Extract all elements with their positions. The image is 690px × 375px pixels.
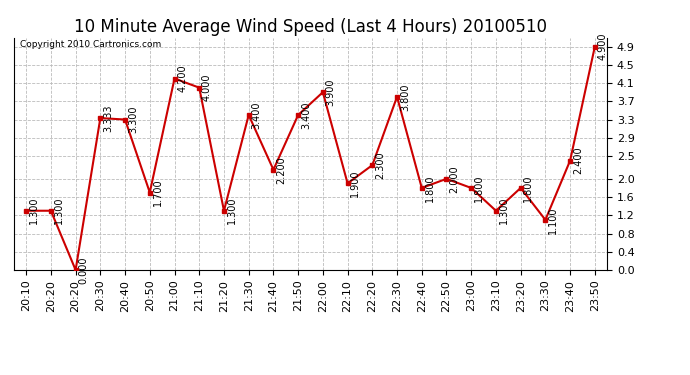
Text: 4.900: 4.900 [598, 33, 608, 60]
Text: 4.200: 4.200 [177, 65, 187, 92]
Text: 2.400: 2.400 [573, 147, 583, 174]
Text: 1.300: 1.300 [227, 197, 237, 225]
Text: 3.400: 3.400 [301, 101, 311, 129]
Text: 3.300: 3.300 [128, 106, 138, 133]
Title: 10 Minute Average Wind Speed (Last 4 Hours) 20100510: 10 Minute Average Wind Speed (Last 4 Hou… [74, 18, 547, 36]
Text: Copyright 2010 Cartronics.com: Copyright 2010 Cartronics.com [20, 40, 161, 49]
Text: 1.300: 1.300 [499, 197, 509, 225]
Text: 1.100: 1.100 [548, 206, 558, 234]
Text: 1.300: 1.300 [54, 197, 63, 225]
Text: 1.700: 1.700 [152, 179, 163, 206]
Text: 3.333: 3.333 [103, 104, 113, 132]
Text: 3.800: 3.800 [400, 83, 410, 111]
Text: 1.300: 1.300 [29, 197, 39, 225]
Text: 2.000: 2.000 [449, 165, 460, 193]
Text: 2.300: 2.300 [375, 152, 385, 179]
Text: 1.800: 1.800 [524, 174, 533, 202]
Text: 0.000: 0.000 [79, 256, 88, 284]
Text: 1.800: 1.800 [474, 174, 484, 202]
Text: 3.900: 3.900 [326, 78, 335, 106]
Text: 3.400: 3.400 [251, 101, 262, 129]
Text: 2.200: 2.200 [276, 156, 286, 184]
Text: 4.000: 4.000 [202, 74, 212, 101]
Text: 1.900: 1.900 [351, 170, 360, 197]
Text: 1.800: 1.800 [424, 174, 435, 202]
